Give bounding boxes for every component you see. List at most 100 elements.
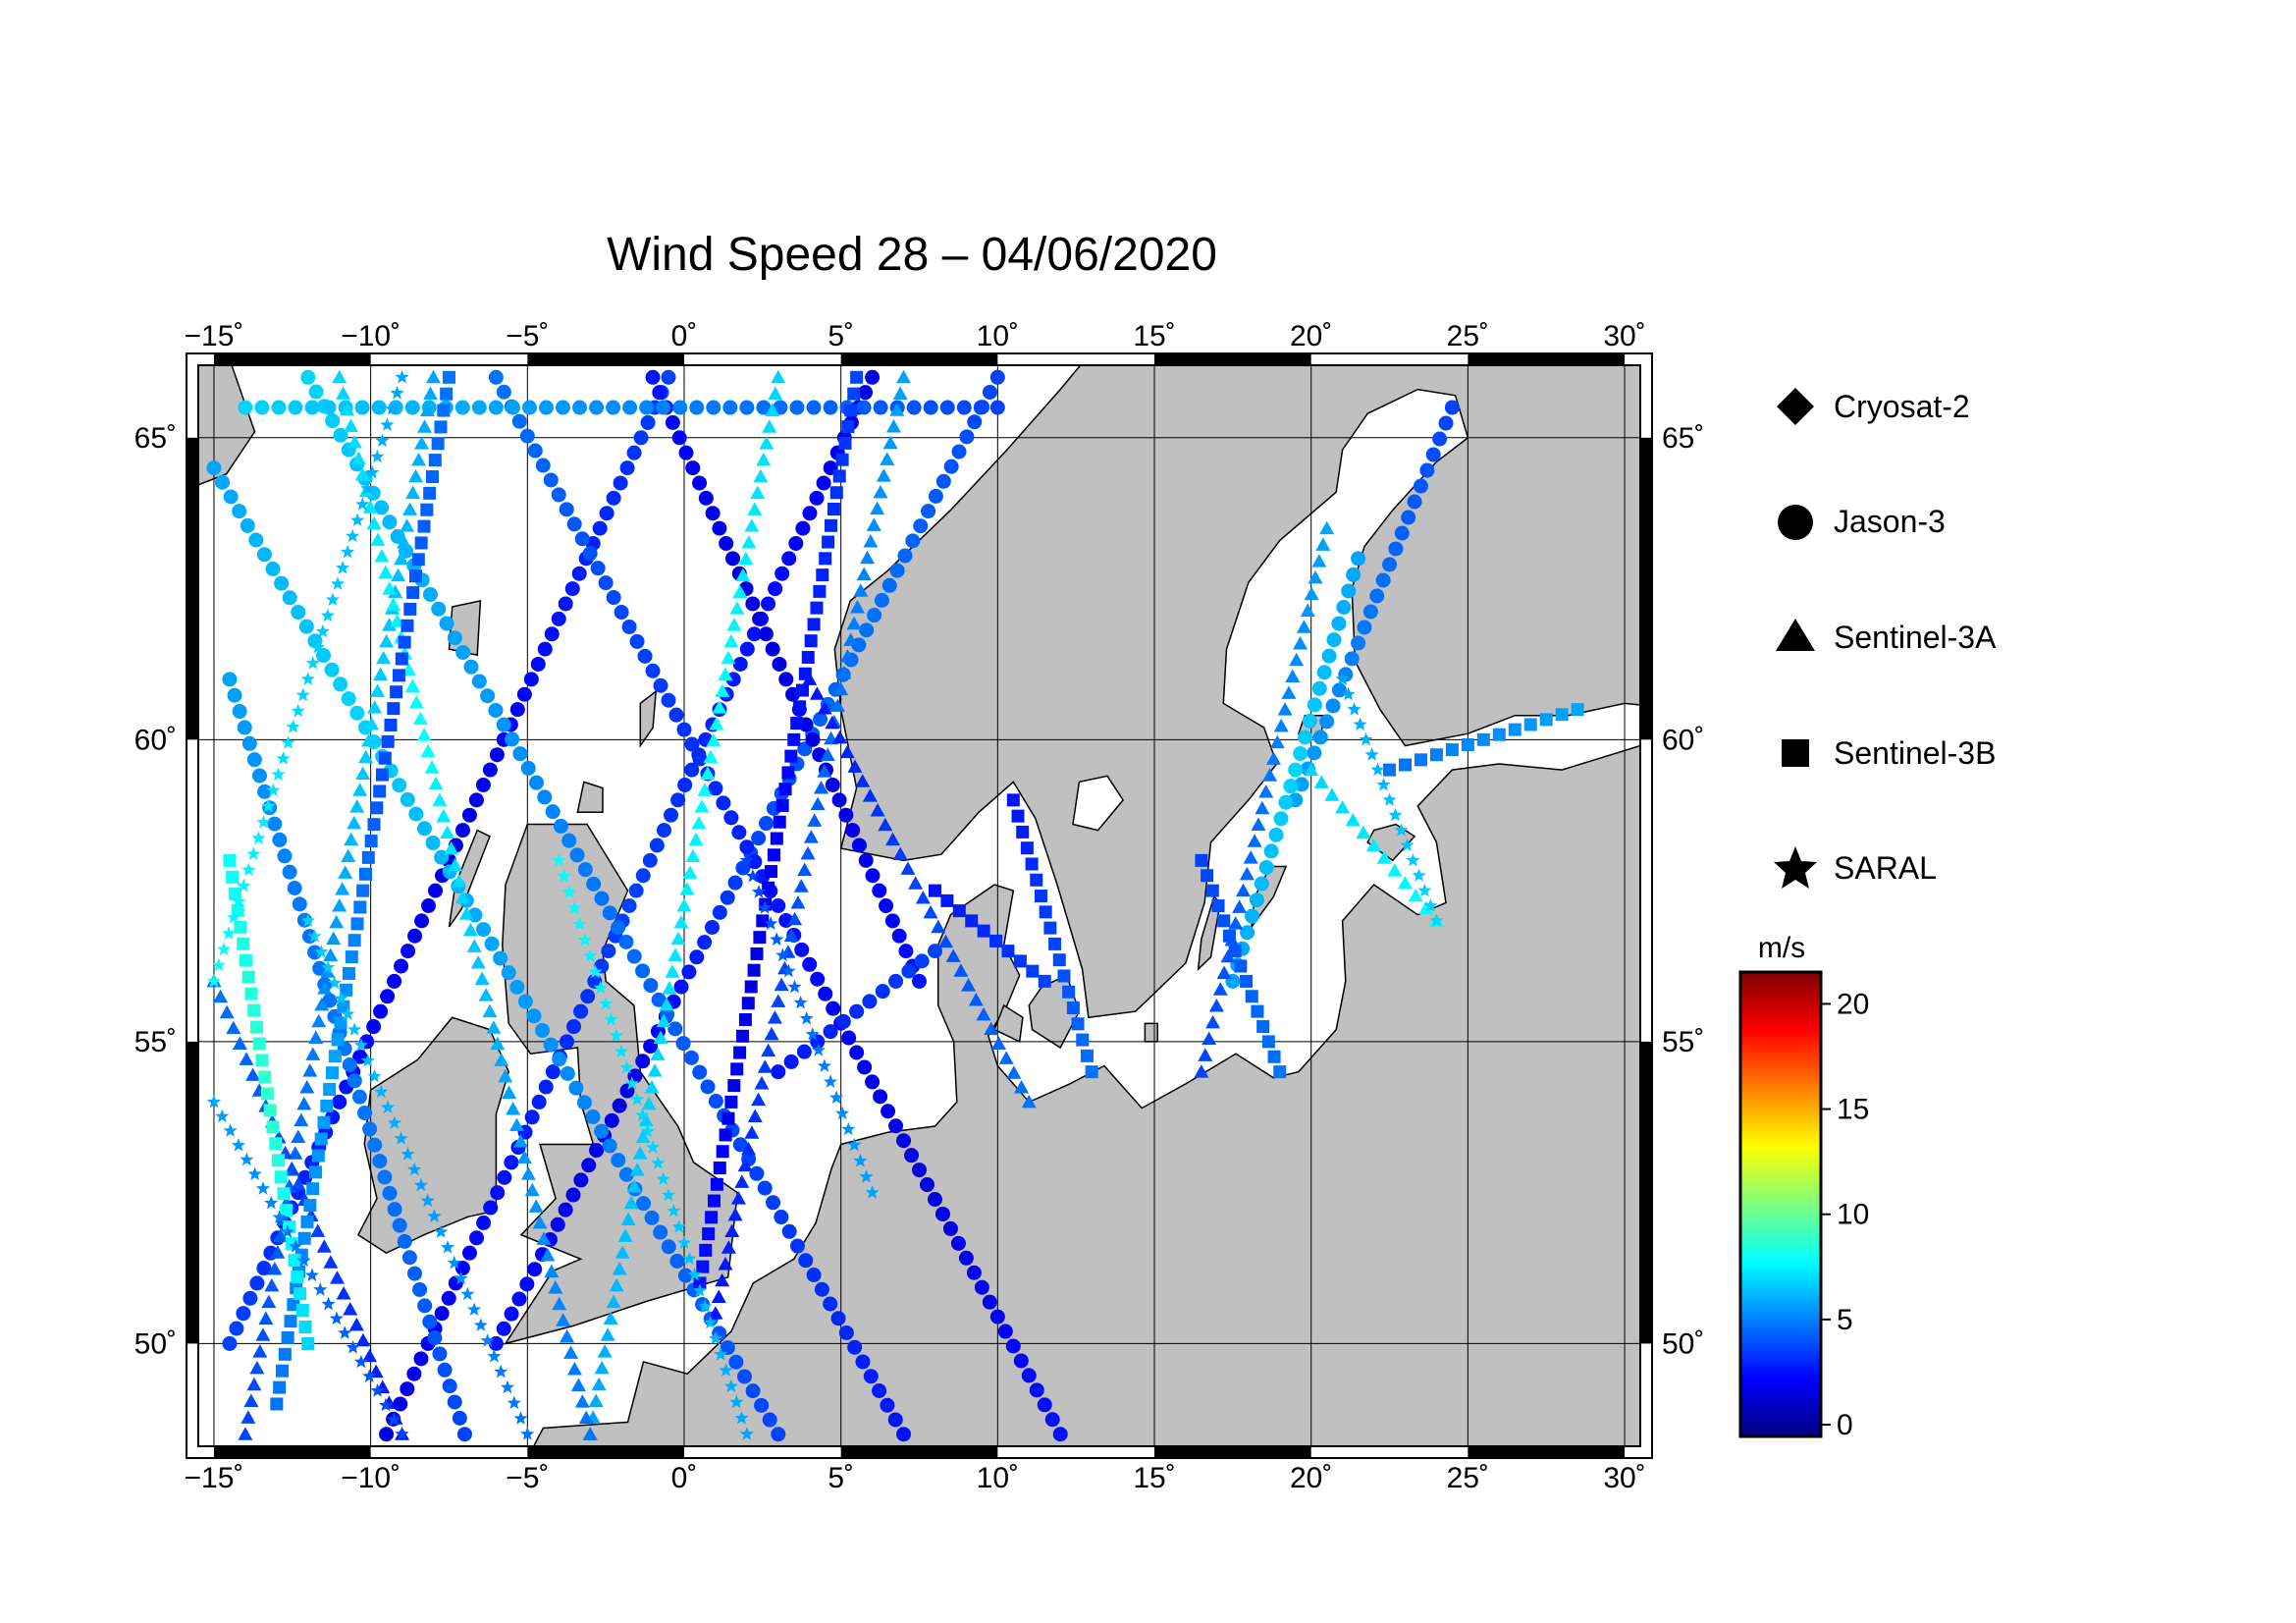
circle-marker	[559, 502, 574, 517]
circle-marker	[1319, 714, 1335, 730]
lon-tick-label-bottom: 5˚	[828, 1462, 854, 1494]
triangle-marker	[723, 633, 739, 648]
circle-marker	[739, 400, 755, 415]
triangle-marker	[462, 922, 478, 937]
triangle-marker	[255, 1327, 271, 1341]
circle-marker	[1326, 632, 1342, 648]
star-marker	[682, 1251, 697, 1266]
square-marker	[795, 683, 809, 697]
triangle-marker	[350, 451, 366, 465]
triangle-marker	[1239, 866, 1255, 881]
circle-marker	[849, 1045, 865, 1060]
triangle-marker	[810, 796, 826, 811]
triangle-marker	[288, 1146, 303, 1160]
star-marker	[859, 1169, 874, 1183]
circle-marker	[672, 400, 688, 415]
circle-marker	[678, 445, 694, 460]
circle-marker	[496, 1321, 511, 1336]
circle-marker	[1369, 588, 1385, 604]
circle-marker	[661, 692, 676, 708]
map-title: Wind Speed 28 – 04/06/2020	[607, 229, 1217, 281]
square-marker	[1273, 1065, 1287, 1079]
circle-marker	[497, 1169, 512, 1185]
square-marker	[342, 966, 355, 980]
triangle-marker	[860, 550, 876, 565]
circle-marker	[587, 973, 603, 989]
colorbar: m/s 0 5 10 15 20	[1738, 932, 1869, 1441]
square-marker	[1043, 921, 1057, 935]
square-marker	[825, 518, 838, 532]
lat-tick-label-left: 65˚	[134, 422, 177, 455]
star-marker	[330, 576, 346, 590]
star-marker	[289, 1239, 303, 1253]
circle-marker	[736, 1369, 752, 1384]
lon-tick-label-top: 20˚	[1290, 320, 1332, 352]
circle-marker	[667, 1021, 683, 1037]
square-marker	[226, 870, 240, 884]
circle-marker	[602, 1138, 617, 1154]
colorbar-tick-label: 0	[1837, 1409, 1853, 1441]
lake-vanern	[1072, 775, 1125, 832]
circle-marker	[805, 731, 821, 747]
star-marker	[325, 592, 341, 606]
circle-marker	[566, 516, 582, 532]
circle-marker	[727, 875, 743, 891]
triangle-marker	[379, 633, 395, 648]
triangle-marker	[314, 997, 330, 1011]
square-marker	[928, 884, 941, 897]
square-marker	[1048, 937, 1062, 950]
circle-marker	[558, 1202, 573, 1217]
triangle-marker	[1212, 982, 1228, 996]
star-marker	[370, 449, 385, 463]
circle-marker	[434, 1306, 450, 1322]
triangle-marker	[984, 1021, 999, 1036]
triangle-marker	[718, 1257, 733, 1271]
triangle-marker	[308, 1030, 324, 1045]
circle-marker	[794, 942, 810, 957]
circle-marker	[553, 818, 568, 834]
square-marker	[278, 1347, 292, 1361]
triangle-marker	[264, 1277, 280, 1292]
square-marker	[271, 1154, 285, 1167]
triangle-marker	[347, 435, 362, 449]
circle-marker	[400, 791, 415, 807]
triangle-marker	[588, 1393, 604, 1408]
square-marker	[392, 669, 405, 682]
colorbar-tick-label: 10	[1837, 1199, 1869, 1231]
circle-marker	[1438, 415, 1454, 431]
square-marker	[358, 867, 372, 881]
triangle-marker	[330, 1271, 346, 1284]
square-marker	[750, 947, 764, 960]
star-marker	[315, 623, 330, 638]
circle-icon	[1778, 505, 1813, 540]
triangle-marker	[448, 857, 463, 872]
square-marker	[1205, 884, 1219, 897]
circle-marker	[676, 722, 692, 737]
square-marker	[793, 700, 807, 714]
square-marker	[807, 618, 821, 631]
triangle-marker	[747, 502, 763, 515]
circle-marker	[889, 563, 905, 578]
square-marker	[724, 1095, 738, 1109]
triangle-marker	[797, 862, 813, 877]
star-marker	[378, 1397, 393, 1412]
circle-marker	[989, 369, 1005, 385]
circle-marker	[1307, 745, 1322, 761]
triangle-marker	[311, 1013, 327, 1028]
circle-marker	[838, 807, 854, 823]
circle-marker	[1344, 651, 1360, 667]
triangle-marker	[344, 832, 359, 846]
triangle-marker	[843, 632, 859, 646]
triangle-marker	[412, 711, 428, 726]
circle-marker	[856, 400, 872, 415]
square-marker	[263, 1104, 277, 1117]
square-marker	[1195, 853, 1208, 867]
square-marker	[1492, 728, 1506, 741]
circle-marker	[545, 1064, 561, 1080]
star-marker	[775, 947, 790, 962]
circle-marker	[406, 1366, 422, 1381]
circle-marker	[552, 1052, 567, 1067]
circle-marker	[461, 807, 477, 823]
circle-marker	[529, 775, 545, 790]
triangle-marker	[341, 848, 356, 863]
